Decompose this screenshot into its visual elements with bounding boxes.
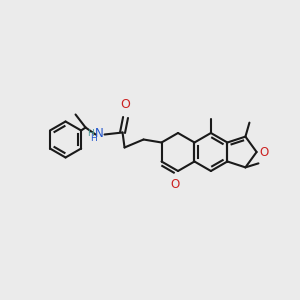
Text: O: O (121, 98, 130, 112)
Text: H: H (90, 134, 97, 143)
Text: O: O (260, 146, 269, 158)
Text: N: N (95, 127, 103, 140)
Text: O: O (170, 178, 180, 191)
Text: H: H (88, 130, 94, 139)
